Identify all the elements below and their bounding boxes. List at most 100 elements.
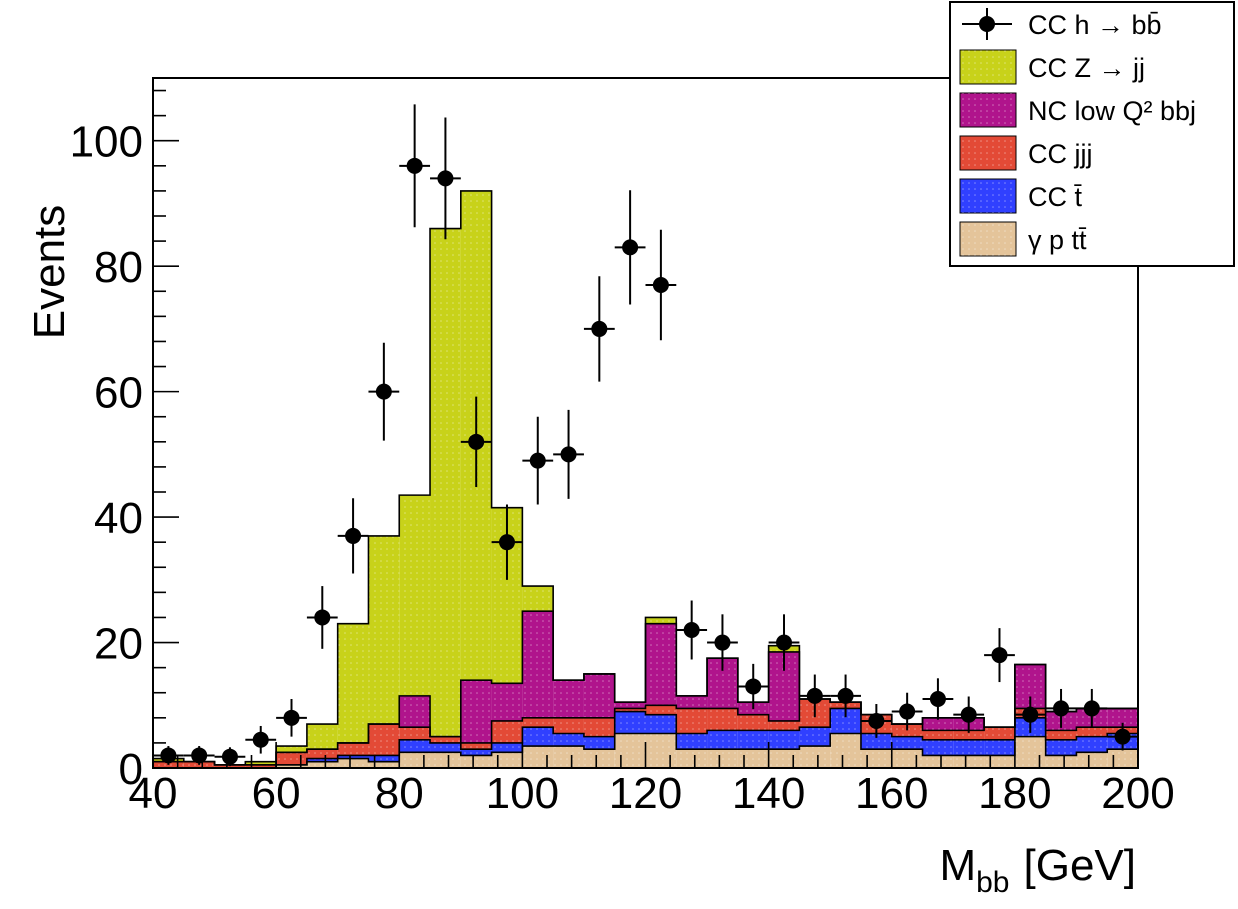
bar-texture-ccjjj-27 <box>984 727 1015 740</box>
x-tick-label-7: 180 <box>978 769 1051 818</box>
bar-texture-ccz-5 <box>306 724 338 750</box>
signal-point-21 <box>806 687 823 704</box>
bar-texture-cct-7 <box>368 755 400 762</box>
bar-texture-nc-11 <box>491 683 523 721</box>
signal-points <box>153 104 1138 767</box>
bar-texture-gpt-8 <box>399 752 431 768</box>
bar-texture-nc-12 <box>522 611 554 718</box>
legend-swatch-texture-nc <box>960 93 1016 127</box>
bar-texture-nc-16 <box>645 623 677 706</box>
bar-texture-cct-25 <box>922 739 954 756</box>
signal-point-28 <box>1022 706 1039 723</box>
bar-texture-gpt-29 <box>1045 755 1077 768</box>
bar-texture-cct-21 <box>799 727 831 747</box>
bar-texture-ccjjj-12 <box>522 717 554 728</box>
signal-point-17 <box>683 622 700 638</box>
x-tick-label-5: 140 <box>732 769 805 818</box>
bar-texture-cct-30 <box>1076 736 1108 753</box>
x-axis-title-subscript: bb <box>976 866 1009 899</box>
bar-texture-cct-24 <box>891 736 923 750</box>
legend: CC h → bb̄ CC Z → jj NC low Q² bbj CC jjj CC… <box>949 1 1235 267</box>
bar-texture-gpt-6 <box>337 758 369 768</box>
bar-texture-gpt-14 <box>583 749 615 768</box>
bar-texture-nc-10 <box>460 680 492 743</box>
bar-texture-ccz-12 <box>522 586 554 612</box>
x-axis-title-unit: [GeV] <box>1024 841 1137 890</box>
signal-point-10 <box>468 433 485 450</box>
bar-texture-ccjjj-19 <box>737 714 769 731</box>
signal-point-24 <box>899 703 916 720</box>
legend-label-nc: NC low Q² bbj <box>1028 96 1196 126</box>
signal-point-9 <box>437 170 454 187</box>
signal-point-5 <box>314 609 331 626</box>
bar-texture-cct-15 <box>614 711 646 734</box>
bar-texture-nc-8 <box>399 695 431 728</box>
bar-texture-gpt-5 <box>306 761 338 768</box>
y-tick-label-2: 40 <box>94 494 143 543</box>
signal-point-27 <box>991 647 1008 664</box>
x-axis-title: Mbb [GeV] <box>939 841 1136 899</box>
bar-texture-gpt-7 <box>368 761 400 768</box>
bar-texture-gpt-13 <box>553 746 584 768</box>
signal-point-25 <box>929 691 946 707</box>
bar-texture-nc-15 <box>614 702 646 709</box>
legend-label-gpt: γ p tt̄ <box>1028 225 1087 255</box>
bar-texture-gpt-23 <box>860 749 892 768</box>
bar-texture-ccjjj-3 <box>245 764 277 768</box>
bar-texture-cct-27 <box>984 739 1015 756</box>
signal-point-29 <box>1053 700 1070 717</box>
bar-texture-ccjjj-5 <box>306 749 338 759</box>
histogram-outlines <box>153 190 1138 769</box>
signal-point-18 <box>714 634 731 651</box>
x-tick-label-3: 100 <box>486 769 559 818</box>
bar-texture-ccjjj-8 <box>399 727 431 740</box>
bar-texture-ccjjj-26 <box>953 730 985 740</box>
bar-texture-cct-20 <box>768 730 800 750</box>
bar-texture-ccjjj-7 <box>368 724 400 756</box>
bar-texture-cct-13 <box>553 733 584 747</box>
bar-texture-ccz-6 <box>337 623 369 743</box>
bar-texture-gpt-18 <box>707 749 738 768</box>
stacked-histogram-bars <box>153 190 1138 768</box>
signal-point-14 <box>591 320 608 337</box>
bar-texture-cct-8 <box>399 739 431 753</box>
signal-point-22 <box>837 687 854 704</box>
bar-texture-ccjjj-6 <box>337 742 369 756</box>
signal-point-13 <box>560 446 577 463</box>
signal-point-26 <box>960 706 977 723</box>
bar-texture-gpt-27 <box>984 755 1015 768</box>
signal-point-31 <box>1114 728 1131 745</box>
bar-texture-gpt-24 <box>891 749 923 768</box>
legend-signal-marker <box>979 16 995 32</box>
signal-point-0 <box>160 747 177 764</box>
bar-texture-ccjjj-13 <box>553 717 584 734</box>
signal-point-7 <box>375 383 392 400</box>
y-tick-label-0: 0 <box>119 745 143 794</box>
x-tick-label-0: 40 <box>129 769 178 818</box>
outline-cct <box>153 707 1138 769</box>
bar-texture-nc-17 <box>676 695 708 709</box>
bar-texture-cct-26 <box>953 739 985 756</box>
y-tick-label-4: 80 <box>94 243 143 292</box>
bar-texture-nc-14 <box>583 673 615 718</box>
y-tick-label-1: 20 <box>94 620 143 669</box>
bar-texture-cct-5 <box>306 758 338 762</box>
bar-texture-ccjjj-20 <box>768 720 800 731</box>
bar-texture-nc-31 <box>1107 708 1138 728</box>
bar-texture-ccjjj-2 <box>214 764 246 768</box>
legend-label-signal: CC h → bb̄ <box>1028 10 1162 40</box>
bar-texture-cct-10 <box>460 749 492 756</box>
signal-point-23 <box>868 712 885 729</box>
bar-texture-gpt-30 <box>1076 752 1108 768</box>
outline-gpt <box>153 732 1138 769</box>
outline-ccz <box>153 190 1138 766</box>
y-axis-title: Events <box>25 205 74 340</box>
bar-texture-cct-12 <box>522 727 554 747</box>
bar-texture-nc-13 <box>553 680 584 718</box>
bar-texture-ccjjj-29 <box>1045 730 1077 740</box>
bar-texture-gpt-28 <box>1014 736 1046 768</box>
bar-texture-gpt-9 <box>430 752 461 768</box>
signal-point-19 <box>745 678 762 695</box>
bar-texture-nc-25 <box>922 717 954 731</box>
x-tick-label-6: 160 <box>855 769 928 818</box>
